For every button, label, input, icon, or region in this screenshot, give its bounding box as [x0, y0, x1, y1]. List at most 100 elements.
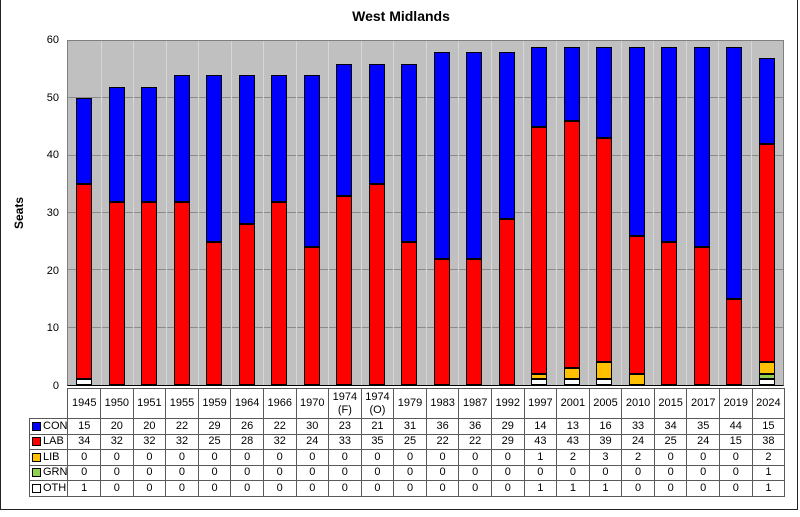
- value-cell: 29: [490, 433, 525, 450]
- stacked-bar-1997: [531, 46, 548, 385]
- value-cell: 0: [100, 464, 134, 481]
- value-cell: 34: [67, 433, 102, 450]
- column-separator: [166, 41, 167, 385]
- bar-segment-CON: [206, 75, 223, 242]
- value-cell: 43: [556, 433, 590, 450]
- bar-segment-CON: [401, 63, 418, 242]
- column-separator: [653, 41, 654, 385]
- value-cell: 0: [719, 449, 753, 466]
- value-cell: 0: [230, 449, 264, 466]
- value-cell: 24: [621, 433, 655, 450]
- value-cell: 0: [100, 449, 134, 466]
- y-tick-label: 0: [52, 380, 59, 392]
- stacked-bar-1983: [433, 52, 450, 385]
- stacked-bar-1959: [206, 75, 223, 385]
- y-tick-label: 40: [46, 149, 59, 162]
- bar-segment-LAB: [628, 235, 645, 374]
- value-cell: 0: [197, 480, 232, 497]
- gridline: [68, 326, 783, 328]
- year-header-cell: 1974 (F): [328, 388, 362, 419]
- bar-segment-LAB: [303, 247, 320, 385]
- value-cell: 21: [360, 418, 395, 435]
- value-cell: 32: [132, 433, 167, 450]
- value-cell: 0: [328, 480, 362, 497]
- column-separator: [686, 41, 687, 385]
- bar-segment-CON: [108, 86, 125, 202]
- value-cell: 25: [197, 433, 232, 450]
- legend-cell-LAB: LAB: [28, 433, 69, 450]
- bar-segment-CON: [76, 98, 93, 185]
- bar-segment-CON: [141, 86, 158, 202]
- value-cell: 2: [751, 449, 786, 466]
- year-header-cell: 1955: [165, 388, 199, 419]
- legend-swatch-CON: [32, 421, 41, 431]
- value-cell: 0: [230, 464, 264, 481]
- value-cell: 20: [100, 418, 134, 435]
- value-cell: 14: [523, 418, 558, 435]
- column-separator: [426, 41, 427, 385]
- stacked-bar-2010: [628, 46, 645, 385]
- value-cell: 0: [425, 449, 460, 466]
- value-cell: 0: [100, 480, 134, 497]
- gridline: [68, 97, 783, 99]
- value-cell: 36: [425, 418, 460, 435]
- bar-segment-LAB: [433, 258, 450, 385]
- value-cell: 0: [262, 464, 297, 481]
- bar-segment-LAB: [693, 247, 710, 385]
- table-row-CON: CON 15 20 20 22 29 26 22 30 23 21 31 36 36 29 14 13 16 33 3…: [28, 418, 786, 435]
- value-cell: 0: [295, 449, 330, 466]
- bar-segment-OTH: [531, 379, 548, 385]
- legend-label: LIB: [43, 450, 60, 463]
- column-separator: [231, 41, 232, 385]
- value-cell: 15: [751, 418, 786, 435]
- value-cell: 30: [295, 418, 330, 435]
- value-cell: 0: [719, 464, 753, 481]
- column-separator: [718, 41, 719, 385]
- table-row-LAB: LAB 34 32 32 32 25 28 32 24 33 35 25 22 22 29 43 43 39 24 2…: [28, 433, 786, 450]
- bar-segment-LAB: [206, 241, 223, 385]
- column-separator: [263, 41, 264, 385]
- value-cell: 13: [556, 418, 590, 435]
- value-cell: 0: [360, 464, 395, 481]
- value-cell: 39: [588, 433, 623, 450]
- value-cell: 0: [328, 464, 362, 481]
- value-cell: 29: [197, 418, 232, 435]
- value-cell: 0: [458, 480, 492, 497]
- stacked-bar-2017: [693, 46, 710, 385]
- bar-segment-LAB: [76, 184, 93, 380]
- value-cell: 22: [425, 433, 460, 450]
- year-header-cell: 2017: [686, 388, 721, 419]
- stacked-bar-2001: [563, 46, 580, 385]
- year-header-cell: 1974 (O): [360, 388, 395, 419]
- value-cell: 36: [458, 418, 492, 435]
- y-tick-label: 30: [46, 207, 59, 219]
- value-cell: 0: [719, 480, 753, 497]
- value-cell: 1: [67, 480, 102, 497]
- column-separator: [491, 41, 492, 385]
- bar-segment-OTH: [76, 379, 93, 385]
- value-cell: 26: [230, 418, 264, 435]
- value-cell: 0: [165, 480, 199, 497]
- value-cell: 20: [132, 418, 167, 435]
- bar-segment-CON: [433, 52, 450, 259]
- bar-segment-LIB: [563, 367, 580, 380]
- bar-segment-LAB: [758, 144, 775, 363]
- value-cell: 0: [262, 480, 297, 497]
- value-cell: 0: [295, 480, 330, 497]
- bar-segment-LAB: [531, 127, 548, 374]
- bar-segment-CON: [238, 75, 255, 225]
- column-separator: [458, 41, 459, 385]
- value-cell: 29: [490, 418, 525, 435]
- value-cell: 0: [686, 449, 721, 466]
- value-cell: 0: [197, 449, 232, 466]
- value-cell: 1: [523, 449, 558, 466]
- bar-segment-CON: [628, 46, 645, 236]
- value-cell: 0: [556, 464, 590, 481]
- value-cell: 35: [686, 418, 721, 435]
- table-corner-cell: [29, 388, 68, 419]
- year-header-cell: 2024: [751, 388, 786, 419]
- bar-segment-CON: [466, 52, 483, 259]
- legend-label: GRN: [43, 466, 68, 479]
- bar-segment-CON: [726, 46, 743, 299]
